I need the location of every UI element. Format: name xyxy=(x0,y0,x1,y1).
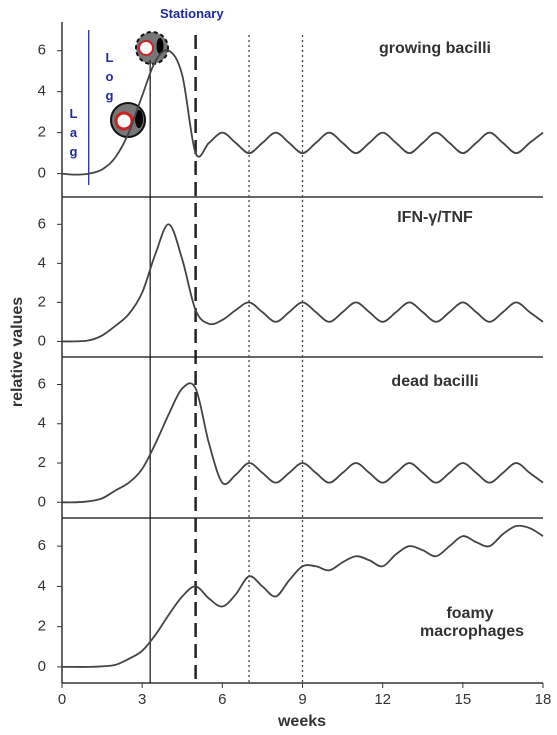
panel-label: dead bacilli xyxy=(391,373,479,390)
y-axis-label: relative values xyxy=(9,297,26,407)
y-tick-label: 6 xyxy=(38,375,46,392)
x-axis-label: weeks xyxy=(277,713,326,730)
y-tick-label: 4 xyxy=(38,83,46,100)
y-tick-label: 6 xyxy=(38,215,46,232)
y-tick-label: 0 xyxy=(38,332,46,349)
panel-label: foamy macrophages xyxy=(420,605,525,640)
x-tick-label: 3 xyxy=(138,691,146,708)
x-tick-label: 9 xyxy=(298,691,306,708)
x-tick-label: 18 xyxy=(535,691,552,708)
phase-label: Lag xyxy=(66,106,81,163)
curve xyxy=(61,223,544,343)
y-tick-label: 0 xyxy=(38,493,46,510)
y-tick-label: 2 xyxy=(38,293,46,310)
y-tick-label: 2 xyxy=(38,124,46,141)
y-tick-label: 0 xyxy=(38,165,46,182)
y-tick-label: 6 xyxy=(38,42,46,59)
cell-icon xyxy=(110,31,169,138)
curve xyxy=(61,49,544,176)
x-tick-label: 12 xyxy=(374,691,391,708)
y-tick-label: 4 xyxy=(38,415,46,432)
y-tick-label: 2 xyxy=(38,618,46,635)
curve xyxy=(61,382,544,504)
phase-label: Stationary xyxy=(160,6,224,21)
y-tick-label: 4 xyxy=(38,577,46,594)
x-tick-label: 6 xyxy=(218,691,226,708)
x-tick-label: 15 xyxy=(454,691,471,708)
y-tick-label: 0 xyxy=(38,658,46,675)
y-tick-label: 6 xyxy=(38,537,46,554)
panel-label: IFN-γ/TNF xyxy=(397,209,473,226)
panel-label: growing bacilli xyxy=(378,40,491,57)
y-tick-label: 4 xyxy=(38,254,46,271)
x-tick-label: 0 xyxy=(58,691,66,708)
phase-label: Log xyxy=(102,50,117,107)
curve xyxy=(62,524,544,668)
y-tick-label: 2 xyxy=(38,454,46,471)
